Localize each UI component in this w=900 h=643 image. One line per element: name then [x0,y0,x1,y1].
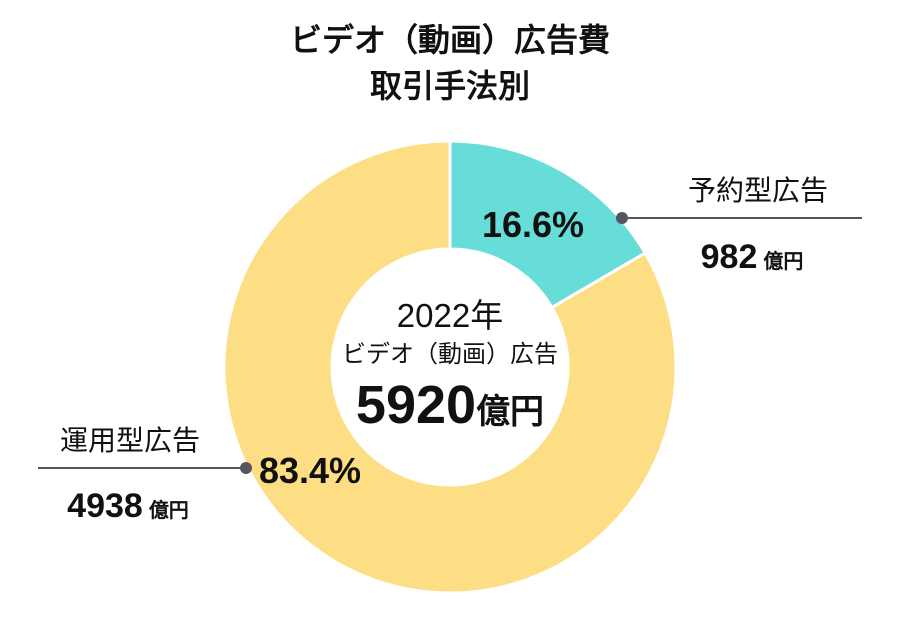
slice-name-1: 運用型広告 [60,424,200,457]
slice-unit-1: 億円 [149,498,189,522]
slice-value-1: 4938 [67,487,143,525]
donut-slice-0 [448,139,648,310]
center-total: 5920 [356,375,476,435]
donut-slice-1 [222,139,678,595]
slice-percent-label-0: 16.6% [482,204,584,245]
slice-name-0: 予約型広告 [688,174,828,207]
slice-percent-label-1: 83.4% [259,450,361,491]
slice-value-group-0: 982 億円 [701,238,804,276]
slice-value-0: 982 [701,238,758,276]
center-total-group: 5920億円 [356,375,544,435]
center-unit: 億円 [476,392,544,432]
slice-value-group-1: 4938 億円 [67,487,189,525]
leader-left [38,462,252,474]
leader-dot-right [616,212,628,224]
slice-unit-0: 億円 [763,249,803,273]
center-label: ビデオ（動画）広告 [342,340,558,368]
leader-right [616,212,862,224]
chart-subtitle: 取引手法別 [369,67,530,105]
center-year: 2022年 [397,297,503,334]
chart-title: ビデオ（動画）広告費 [289,21,610,59]
leader-dot-left [240,462,252,474]
